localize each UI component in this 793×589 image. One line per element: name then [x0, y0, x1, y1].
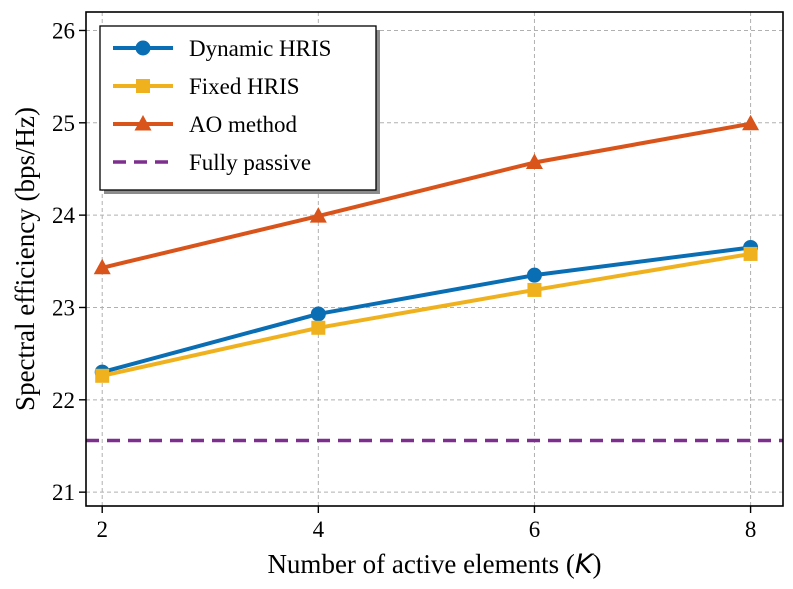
- data-point-ao-method: [309, 207, 327, 223]
- y-tick-label: 21: [52, 480, 75, 505]
- x-axis-label: Number of active elements (K): [267, 549, 601, 580]
- y-tick-label: 22: [52, 388, 75, 413]
- legend-item-ao-method: AO method: [113, 112, 297, 137]
- y-tick-label: 24: [52, 203, 76, 228]
- y-tick-label: 23: [52, 295, 75, 320]
- x-tick-label: 6: [529, 517, 541, 542]
- data-point-fixed-hris: [311, 320, 326, 335]
- legend: Dynamic HRIS Fixed HRIS AO method Fully pas…: [99, 25, 380, 194]
- data-point-ao-method: [742, 114, 760, 131]
- series-ao-method: [93, 114, 760, 275]
- y-tick-label: 25: [52, 111, 75, 136]
- legend-label: AO method: [189, 112, 297, 137]
- y-axis-label: Spectral efficiency (bps/Hz): [10, 107, 40, 411]
- legend-item-fixed-hris: Fixed HRIS: [113, 74, 300, 99]
- data-point-dynamic-hris: [310, 306, 326, 322]
- legend-item-fully-passive: Fully passive: [113, 150, 311, 175]
- x-tick-label: 8: [745, 517, 757, 542]
- legend-marker: [134, 115, 152, 131]
- series-line-fixed-hris: [101, 251, 751, 378]
- legend-label: Fully passive: [189, 150, 311, 175]
- data-point-dynamic-hris: [526, 267, 542, 283]
- data-point-ao-method: [93, 258, 111, 275]
- series-fixed-hris: [95, 246, 758, 383]
- y-tick-label: 26: [52, 18, 75, 43]
- legend-item-dynamic-hris: Dynamic HRIS: [113, 36, 331, 61]
- data-point-fixed-hris: [743, 246, 758, 261]
- data-point-fixed-hris: [527, 282, 542, 297]
- legend-marker: [136, 79, 150, 93]
- x-tick-label: 2: [96, 517, 108, 542]
- x-tick-label: 4: [313, 517, 325, 542]
- plot-frame: [85, 11, 784, 507]
- series-layer: [86, 114, 783, 443]
- data-point-ao-method: [525, 153, 543, 170]
- legend-marker: [135, 40, 151, 56]
- data-point-fixed-hris: [95, 368, 110, 383]
- legend-label: Fixed HRIS: [189, 74, 300, 99]
- series-line-ao-method: [101, 121, 751, 270]
- series-line-dynamic-hris: [101, 245, 751, 375]
- legend-label: Dynamic HRIS: [189, 36, 331, 61]
